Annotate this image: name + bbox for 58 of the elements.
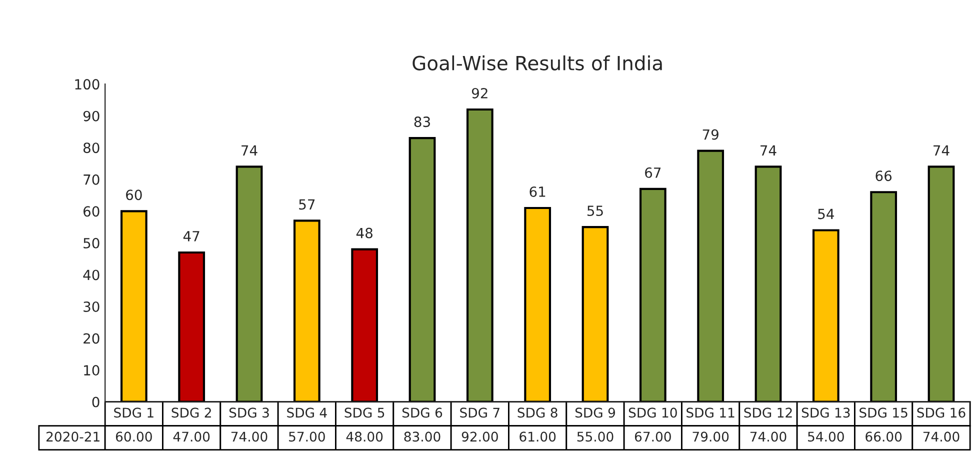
x-tick-label: SDG 10 — [628, 408, 677, 418]
text: 48.00 — [346, 432, 383, 442]
data-label: 48 — [356, 228, 372, 238]
x-tick-label: SDG 9 — [575, 408, 615, 418]
chart-title: Goal-Wise Results of India — [412, 55, 662, 70]
y-tick-label: 10 — [84, 365, 100, 376]
data-label: 83 — [414, 116, 430, 128]
data-label: 60 — [126, 190, 142, 200]
y-tick-label: 90 — [83, 110, 100, 122]
text: 54.00 — [808, 432, 844, 442]
y-tick-label: 60 — [84, 206, 100, 217]
text: 57.00 — [289, 432, 325, 442]
data-label: 67 — [645, 167, 661, 178]
text: 74.00 — [923, 432, 960, 442]
data-label: 54 — [818, 208, 834, 220]
x-tick-label: SDG 8 — [518, 408, 558, 418]
text: 67.00 — [634, 432, 671, 442]
x-tick-label: SDG 5 — [344, 408, 384, 418]
legend-label: 2020-21 — [46, 432, 100, 442]
data-label: 55 — [587, 206, 603, 216]
text: 60.00 — [116, 432, 152, 442]
data-label: 92 — [472, 88, 488, 98]
data-label: 61 — [530, 186, 546, 197]
x-tick-label: SDG 11 — [686, 408, 734, 418]
data-label: 74 — [934, 145, 950, 156]
x-tick-label: SDG 3 — [229, 408, 269, 418]
data-label: 57 — [299, 199, 315, 210]
y-tick-label: 100 — [75, 79, 100, 90]
text: 66.00 — [866, 432, 902, 442]
x-tick-label: SDG 12 — [744, 408, 792, 418]
y-tick-label: 20 — [84, 333, 100, 344]
y-tick-label: 50 — [84, 238, 100, 248]
data-label: 79 — [702, 129, 718, 140]
data-label: 47 — [183, 231, 200, 242]
x-tick-label: SDG 6 — [402, 408, 442, 418]
y-tick-label: 0 — [92, 396, 100, 408]
x-tick-label: SDG 13 — [802, 408, 850, 418]
x-tick-label: SDG 1 — [114, 408, 154, 418]
text: 55.00 — [577, 432, 614, 442]
y-tick-label: 40 — [83, 270, 100, 280]
text: 74.00 — [231, 432, 268, 442]
x-tick-label: SDG 16 — [917, 408, 966, 418]
y-tick-label: 30 — [84, 301, 100, 312]
y-tick-label: 70 — [84, 174, 100, 185]
text: 74.00 — [750, 432, 786, 442]
text: 92.00 — [462, 432, 498, 442]
x-tick-label: SDG 4 — [287, 408, 327, 418]
text: 79.00 — [692, 432, 729, 442]
text: 61.00 — [520, 432, 556, 442]
x-tick-label: SDG 7 — [460, 408, 500, 418]
x-tick-label: SDG 15 — [860, 408, 908, 418]
x-tick-label: SDG 2 — [172, 408, 211, 418]
data-label: 74 — [242, 145, 258, 156]
data-label: 66 — [876, 170, 892, 182]
y-tick-label: 80 — [83, 142, 100, 154]
text: 47.00 — [173, 432, 210, 442]
text: 83.00 — [404, 432, 440, 442]
data-label: 74 — [760, 145, 776, 156]
